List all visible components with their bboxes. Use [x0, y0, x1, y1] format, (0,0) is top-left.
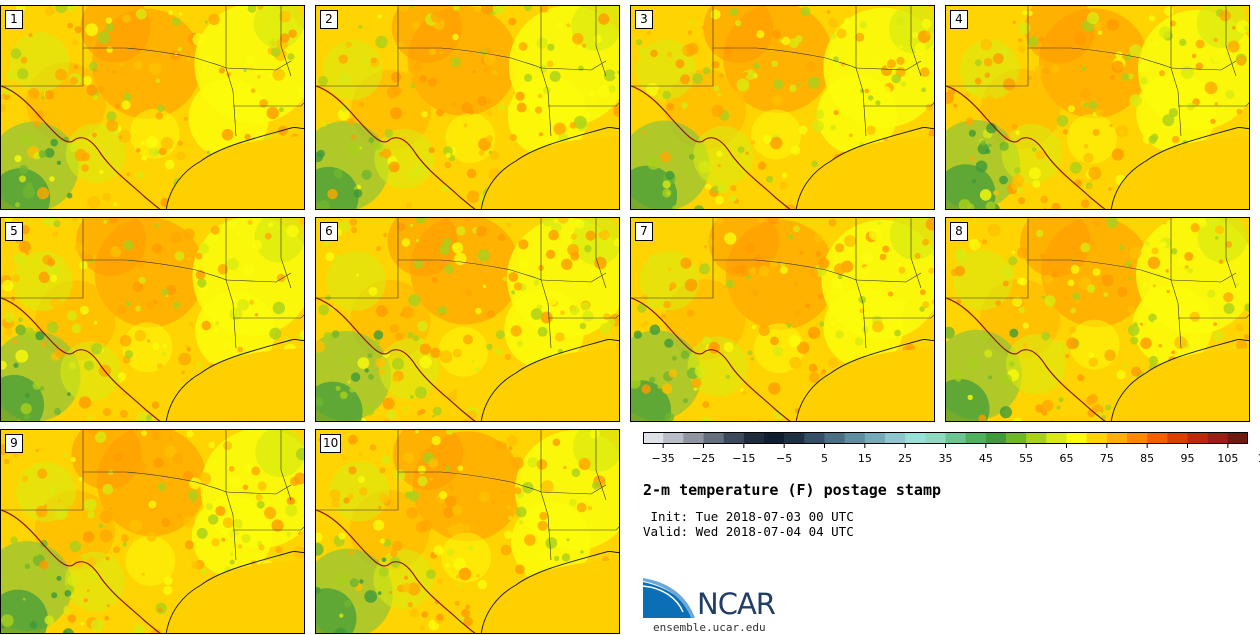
- colorbar-segment: [743, 432, 765, 444]
- temperature-map: [946, 218, 1249, 421]
- colorbar-segment: [885, 432, 906, 444]
- colorbar-tick-label: −5: [776, 452, 793, 465]
- colorbar-tick-label: 45: [978, 452, 993, 465]
- init-time: Init: Tue 2018-07-03 00 UTC: [643, 509, 854, 524]
- panel-number: 5: [5, 222, 23, 241]
- valid-time: Valid: Wed 2018-07-04 04 UTC: [643, 524, 854, 539]
- temperature-map: [631, 218, 934, 421]
- colorbar-tick-label: 115: [1258, 452, 1260, 465]
- colorbar-tick-label: −25: [691, 452, 716, 465]
- panel-number: 1: [5, 10, 23, 29]
- temperature-map: [316, 430, 619, 633]
- colorbar-tick-label: 15: [857, 452, 872, 465]
- colorbar-tick-label: 35: [938, 452, 953, 465]
- colorbar-segment: [1046, 432, 1067, 444]
- figure-title: 2-m temperature (F) postage stamp: [643, 481, 942, 499]
- colorbar-segment: [643, 432, 664, 444]
- colorbar-tick-label: 55: [1019, 452, 1034, 465]
- map-panel[interactable]: 5: [0, 217, 305, 422]
- temperature-map: [316, 218, 619, 421]
- temperature-map: [1, 430, 304, 633]
- colorbar-segment: [663, 432, 684, 444]
- colorbar-segment: [1066, 432, 1087, 444]
- colorbar-segment: [1086, 432, 1108, 444]
- panel-number: 2: [320, 10, 338, 29]
- colorbar-segment: [1026, 432, 1047, 444]
- colorbar-segment: [1207, 432, 1229, 444]
- colorbar-segment: [925, 432, 946, 444]
- colorbar-segment: [1167, 432, 1188, 444]
- colorbar-segment: [945, 432, 966, 444]
- colorbar-tick-label: −35: [651, 452, 675, 465]
- panel-number: 4: [950, 10, 968, 29]
- panel-number: 6: [320, 222, 338, 241]
- colorbar-segment: [804, 432, 825, 444]
- colorbar-segment: [1006, 432, 1027, 444]
- map-panel[interactable]: 7: [630, 217, 935, 422]
- colorbar-segment: [1106, 432, 1128, 444]
- map-panel[interactable]: 8: [945, 217, 1250, 422]
- colorbar-segment: [784, 432, 805, 444]
- map-panel[interactable]: 10: [315, 429, 620, 634]
- temperature-map: [1, 218, 304, 421]
- map-panel[interactable]: 3: [630, 5, 935, 210]
- map-panel[interactable]: 9: [0, 429, 305, 634]
- temperature-map: [1, 6, 304, 209]
- temperature-map: [631, 6, 934, 209]
- colorbar-tick-label: 25: [898, 452, 913, 465]
- map-panel[interactable]: 1: [0, 5, 305, 210]
- colorbar-tick-label: 5: [821, 452, 828, 465]
- colorbar-tick-label: 95: [1180, 452, 1195, 465]
- colorbar-segment: [1187, 432, 1208, 444]
- colorbar-segment: [905, 432, 926, 444]
- colorbar-segment: [965, 432, 987, 444]
- colorbar-segment: [683, 432, 704, 444]
- ncar-logo-icon: [643, 578, 695, 618]
- colorbar-segment: [824, 432, 845, 444]
- colorbar-tick-label: 75: [1099, 452, 1114, 465]
- colorbar-segment: [723, 432, 745, 444]
- colorbar-segment: [844, 432, 866, 444]
- panel-number: 8: [950, 222, 968, 241]
- colorbar-segment: [703, 432, 724, 444]
- map-panel[interactable]: 4: [945, 5, 1250, 210]
- logo-url: ensemble.ucar.edu: [653, 621, 766, 634]
- colorbar-segment: [1227, 432, 1248, 444]
- colorbar: [643, 432, 1248, 448]
- map-panel[interactable]: 2: [315, 5, 620, 210]
- logo-text: NCAR: [697, 587, 776, 621]
- colorbar-segment: [1147, 432, 1168, 444]
- panel-number: 10: [320, 434, 342, 453]
- colorbar-segment: [864, 432, 886, 444]
- colorbar-segment: [1127, 432, 1148, 444]
- colorbar-tick-label: 85: [1140, 452, 1155, 465]
- colorbar-tick-label: −15: [732, 452, 756, 465]
- panel-number: 9: [5, 434, 23, 453]
- panel-number: 7: [635, 222, 653, 241]
- colorbar-tick-label: 65: [1059, 452, 1074, 465]
- panel-number: 3: [635, 10, 653, 29]
- map-panel[interactable]: 6: [315, 217, 620, 422]
- temperature-map: [316, 6, 619, 209]
- colorbar-tick-label: 105: [1217, 452, 1239, 465]
- temperature-map: [946, 6, 1249, 209]
- colorbar-segment: [985, 432, 1007, 444]
- colorbar-segment: [764, 432, 785, 444]
